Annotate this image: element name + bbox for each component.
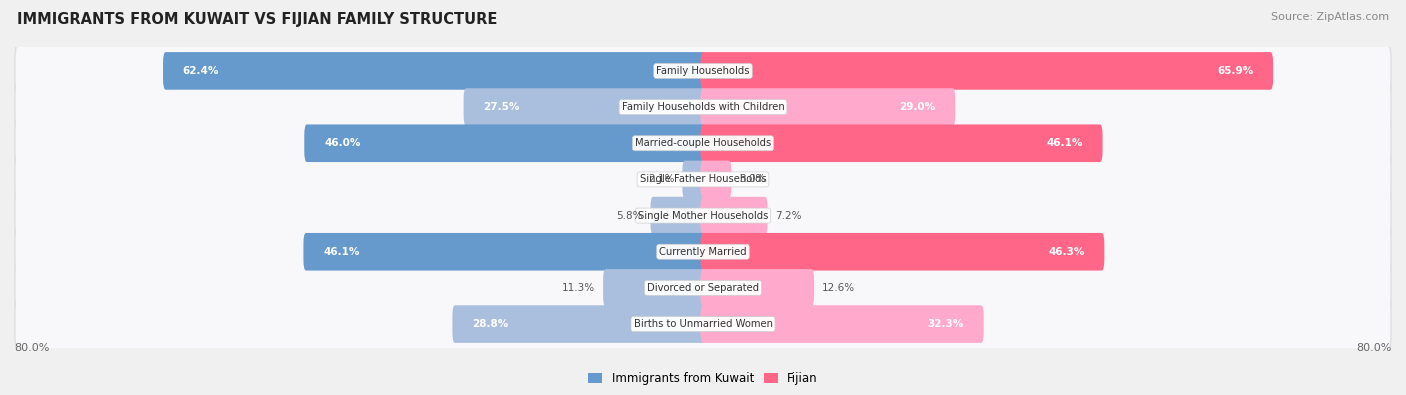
FancyBboxPatch shape: [651, 197, 706, 234]
FancyBboxPatch shape: [15, 43, 1391, 98]
Text: 5.8%: 5.8%: [616, 211, 643, 220]
FancyBboxPatch shape: [700, 88, 955, 126]
Text: 46.1%: 46.1%: [1046, 138, 1083, 148]
Text: Divorced or Separated: Divorced or Separated: [647, 283, 759, 293]
FancyBboxPatch shape: [163, 52, 706, 90]
FancyBboxPatch shape: [700, 233, 1104, 271]
FancyBboxPatch shape: [700, 269, 814, 307]
Text: Births to Unmarried Women: Births to Unmarried Women: [634, 319, 772, 329]
FancyBboxPatch shape: [15, 260, 1391, 316]
FancyBboxPatch shape: [15, 152, 1391, 207]
FancyBboxPatch shape: [15, 191, 1391, 240]
Text: IMMIGRANTS FROM KUWAIT VS FIJIAN FAMILY STRUCTURE: IMMIGRANTS FROM KUWAIT VS FIJIAN FAMILY …: [17, 12, 498, 27]
FancyBboxPatch shape: [304, 124, 706, 162]
Legend: Immigrants from Kuwait, Fijian: Immigrants from Kuwait, Fijian: [583, 367, 823, 390]
FancyBboxPatch shape: [682, 161, 706, 198]
FancyBboxPatch shape: [15, 297, 1391, 352]
Text: Family Households: Family Households: [657, 66, 749, 76]
FancyBboxPatch shape: [15, 83, 1391, 131]
FancyBboxPatch shape: [15, 155, 1391, 204]
Text: 7.2%: 7.2%: [775, 211, 801, 220]
FancyBboxPatch shape: [15, 79, 1391, 135]
FancyBboxPatch shape: [15, 224, 1391, 279]
Text: 12.6%: 12.6%: [823, 283, 855, 293]
FancyBboxPatch shape: [15, 119, 1391, 167]
Text: Married-couple Households: Married-couple Households: [636, 138, 770, 148]
FancyBboxPatch shape: [700, 197, 768, 234]
FancyBboxPatch shape: [15, 47, 1391, 95]
FancyBboxPatch shape: [700, 52, 1272, 90]
Text: 62.4%: 62.4%: [183, 66, 219, 76]
FancyBboxPatch shape: [304, 233, 706, 271]
Text: 32.3%: 32.3%: [928, 319, 965, 329]
Text: Currently Married: Currently Married: [659, 247, 747, 257]
Text: Family Households with Children: Family Households with Children: [621, 102, 785, 112]
Text: 11.3%: 11.3%: [562, 283, 595, 293]
Text: 2.1%: 2.1%: [648, 175, 675, 184]
Text: 65.9%: 65.9%: [1218, 66, 1253, 76]
Text: 46.1%: 46.1%: [323, 247, 360, 257]
FancyBboxPatch shape: [464, 88, 706, 126]
Text: 3.0%: 3.0%: [740, 175, 765, 184]
FancyBboxPatch shape: [15, 264, 1391, 312]
FancyBboxPatch shape: [700, 124, 1102, 162]
Text: Source: ZipAtlas.com: Source: ZipAtlas.com: [1271, 12, 1389, 22]
FancyBboxPatch shape: [15, 300, 1391, 348]
Text: 29.0%: 29.0%: [900, 102, 935, 112]
Text: 80.0%: 80.0%: [14, 342, 49, 353]
FancyBboxPatch shape: [15, 188, 1391, 243]
FancyBboxPatch shape: [15, 116, 1391, 171]
FancyBboxPatch shape: [453, 305, 706, 343]
Text: 27.5%: 27.5%: [484, 102, 520, 112]
Text: 80.0%: 80.0%: [1357, 342, 1392, 353]
FancyBboxPatch shape: [700, 305, 984, 343]
FancyBboxPatch shape: [700, 161, 731, 198]
FancyBboxPatch shape: [603, 269, 706, 307]
Text: 28.8%: 28.8%: [472, 319, 509, 329]
Text: Single Father Households: Single Father Households: [640, 175, 766, 184]
Text: 46.3%: 46.3%: [1047, 247, 1084, 257]
Text: Single Mother Households: Single Mother Households: [638, 211, 768, 220]
FancyBboxPatch shape: [15, 228, 1391, 276]
Text: 46.0%: 46.0%: [323, 138, 360, 148]
